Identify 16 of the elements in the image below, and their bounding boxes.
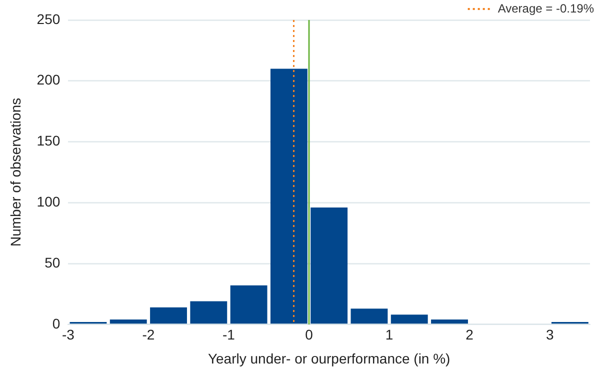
x-tick-label: -3 [62, 326, 75, 343]
x-tick-label: -1 [222, 326, 236, 343]
x-tick-label: 3 [546, 326, 554, 343]
y-tick-label: 50 [44, 254, 60, 270]
x-tick-label: 2 [466, 326, 474, 343]
y-tick-label: 200 [36, 72, 60, 88]
y-tick-label: 250 [36, 10, 60, 27]
x-tick-label: 1 [385, 326, 394, 343]
y-axis-title: Number of observations [7, 98, 24, 247]
y-tick-label: 100 [36, 194, 60, 210]
y-tick-label: 0 [52, 315, 60, 332]
legend-label: Average = -0.19% [498, 1, 594, 16]
y-tick-label: 150 [36, 132, 60, 149]
x-axis-title: Yearly under- or ourperformance (in %) [208, 350, 450, 366]
x-tick-label: -2 [142, 326, 155, 343]
x-tick-label: 0 [305, 326, 314, 343]
